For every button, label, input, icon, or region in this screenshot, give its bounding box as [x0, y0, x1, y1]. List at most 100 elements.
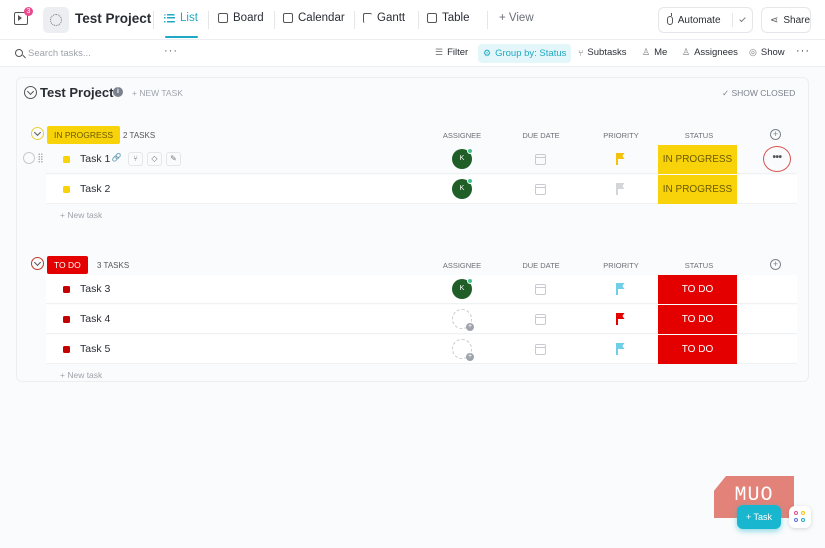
- share-button[interactable]: ⋖ Share: [761, 7, 811, 33]
- column-header-due-date[interactable]: DUE DATE: [522, 261, 560, 270]
- priority-flag-icon[interactable]: [616, 283, 626, 295]
- info-icon[interactable]: i: [113, 87, 123, 97]
- toolbar: ··· ☰Filter ⚙Group by: Status ⑂Subtasks …: [0, 40, 825, 67]
- priority-flag-icon[interactable]: [616, 343, 626, 355]
- status-square-icon: [63, 286, 70, 293]
- add-assignee-icon[interactable]: +: [452, 309, 474, 331]
- search-input[interactable]: [28, 45, 148, 61]
- column-header-assignee[interactable]: ASSIGNEE: [442, 261, 482, 270]
- table-row[interactable]: Task 3 K TO DO: [46, 275, 797, 304]
- attachment-icon[interactable]: 🔗: [111, 153, 122, 162]
- task-name[interactable]: Task 3: [80, 283, 111, 295]
- top-bar: 3 Test Project List Board Calendar Gantt…: [0, 0, 825, 40]
- calendar-icon: [283, 13, 293, 23]
- table-row[interactable]: Task 1 🔗 ⑂ ◇ ✎ K IN PROGRESS •••: [46, 145, 797, 174]
- table-row[interactable]: Task 5 + TO DO: [46, 335, 797, 364]
- tab-calendar[interactable]: Calendar: [283, 12, 345, 24]
- more-options-button[interactable]: ···: [796, 45, 810, 57]
- add-column-icon[interactable]: +: [770, 129, 781, 140]
- due-date-calendar-icon[interactable]: [535, 344, 546, 355]
- add-assignee-icon[interactable]: +: [452, 339, 474, 361]
- table-row[interactable]: Task 2 K IN PROGRESS: [46, 175, 797, 204]
- group-status-chip: IN PROGRESS: [47, 126, 121, 144]
- avatar[interactable]: K: [452, 278, 473, 299]
- add-task-fab[interactable]: + Task: [737, 505, 781, 529]
- column-header-priority[interactable]: PRIORITY: [603, 131, 639, 140]
- divider: [487, 11, 488, 29]
- status-badge[interactable]: IN PROGRESS: [658, 145, 737, 174]
- task-select-checkbox[interactable]: [23, 152, 35, 164]
- column-header-priority[interactable]: PRIORITY: [603, 261, 639, 270]
- avatar[interactable]: K: [452, 178, 473, 199]
- collapse-list-icon[interactable]: [24, 86, 37, 99]
- column-header-due-date[interactable]: DUE DATE: [522, 131, 560, 140]
- due-date-calendar-icon[interactable]: [535, 284, 546, 295]
- status-badge[interactable]: TO DO: [658, 335, 737, 364]
- status-badge[interactable]: TO DO: [658, 305, 737, 334]
- filter-button[interactable]: ☰ Filter: [435, 47, 469, 58]
- task-name[interactable]: Task 5: [80, 343, 111, 355]
- tab-gantt[interactable]: Gantt: [363, 12, 405, 24]
- status-square-icon: [63, 346, 70, 353]
- due-date-calendar-icon[interactable]: [535, 314, 546, 325]
- apps-grid-icon[interactable]: [789, 506, 811, 528]
- row-more-button[interactable]: •••: [763, 146, 791, 172]
- status-badge[interactable]: TO DO: [658, 275, 737, 304]
- divider: [418, 11, 419, 29]
- project-icon[interactable]: [43, 7, 69, 33]
- task-name[interactable]: Task 2: [80, 183, 111, 195]
- automate-button[interactable]: Automate: [658, 7, 753, 33]
- column-header-status[interactable]: STATUS: [684, 131, 714, 140]
- edit-icon[interactable]: ✎: [166, 152, 181, 166]
- active-tab-indicator: [165, 36, 198, 38]
- group-status-chip: TO DO: [47, 256, 88, 274]
- tab-board[interactable]: Board: [218, 12, 264, 24]
- drag-handle-icon[interactable]: [38, 153, 43, 163]
- tag-icon[interactable]: ◇: [147, 152, 162, 166]
- me-button[interactable]: ♙ Me: [642, 47, 668, 58]
- online-indicator: [467, 178, 473, 184]
- layers-icon: ⚙: [483, 48, 492, 58]
- search-options-button[interactable]: ···: [164, 45, 178, 57]
- new-task-button[interactable]: + New task: [60, 210, 103, 220]
- priority-flag-icon[interactable]: [616, 153, 626, 165]
- priority-flag-icon[interactable]: [616, 183, 626, 195]
- show-button[interactable]: ◎ Show: [749, 47, 785, 58]
- status-badge[interactable]: IN PROGRESS: [658, 175, 737, 204]
- subtasks-icon: ⑂: [578, 47, 584, 58]
- show-closed-toggle[interactable]: ✓ SHOW CLOSED: [722, 88, 796, 98]
- tab-list[interactable]: List: [164, 12, 198, 24]
- table-row[interactable]: Task 4 + TO DO: [46, 305, 797, 334]
- new-task-button[interactable]: + New task: [60, 370, 103, 380]
- group-by-button[interactable]: ⚙ Group by: Status: [478, 44, 572, 63]
- chevron-down-icon[interactable]: [739, 15, 746, 22]
- add-column-icon[interactable]: +: [770, 259, 781, 270]
- subtasks-button[interactable]: ⑂ Subtasks: [578, 47, 627, 58]
- share-icon: ⋖: [770, 14, 779, 26]
- due-date-calendar-icon[interactable]: [535, 154, 546, 165]
- status-square-icon: [63, 316, 70, 323]
- group-task-count: 3 TASKS: [97, 261, 130, 270]
- sidebar-toggle-icon[interactable]: [14, 12, 28, 25]
- person-icon: ♙: [642, 47, 651, 57]
- task-name[interactable]: Task 1: [80, 153, 111, 165]
- tab-table[interactable]: Table: [427, 12, 470, 24]
- due-date-calendar-icon[interactable]: [535, 184, 546, 195]
- assignees-button[interactable]: ♙ Assignees: [682, 47, 738, 58]
- avatar[interactable]: K: [452, 148, 473, 169]
- add-view-button[interactable]: + View: [499, 12, 534, 24]
- column-header-status[interactable]: STATUS: [684, 261, 714, 270]
- collapse-group-icon[interactable]: [31, 127, 44, 140]
- task-name[interactable]: Task 4: [80, 313, 111, 325]
- new-task-link[interactable]: + NEW TASK: [132, 88, 183, 98]
- subtask-icon[interactable]: ⑂: [128, 152, 143, 166]
- priority-flag-icon[interactable]: [616, 313, 626, 325]
- project-title[interactable]: Test Project: [75, 11, 152, 26]
- divider: [153, 11, 154, 29]
- online-indicator: [467, 278, 473, 284]
- divider: [274, 11, 275, 29]
- column-header-assignee[interactable]: ASSIGNEE: [442, 131, 482, 140]
- board-icon: [218, 13, 228, 23]
- collapse-group-icon[interactable]: [31, 257, 44, 270]
- gantt-icon: [363, 13, 372, 23]
